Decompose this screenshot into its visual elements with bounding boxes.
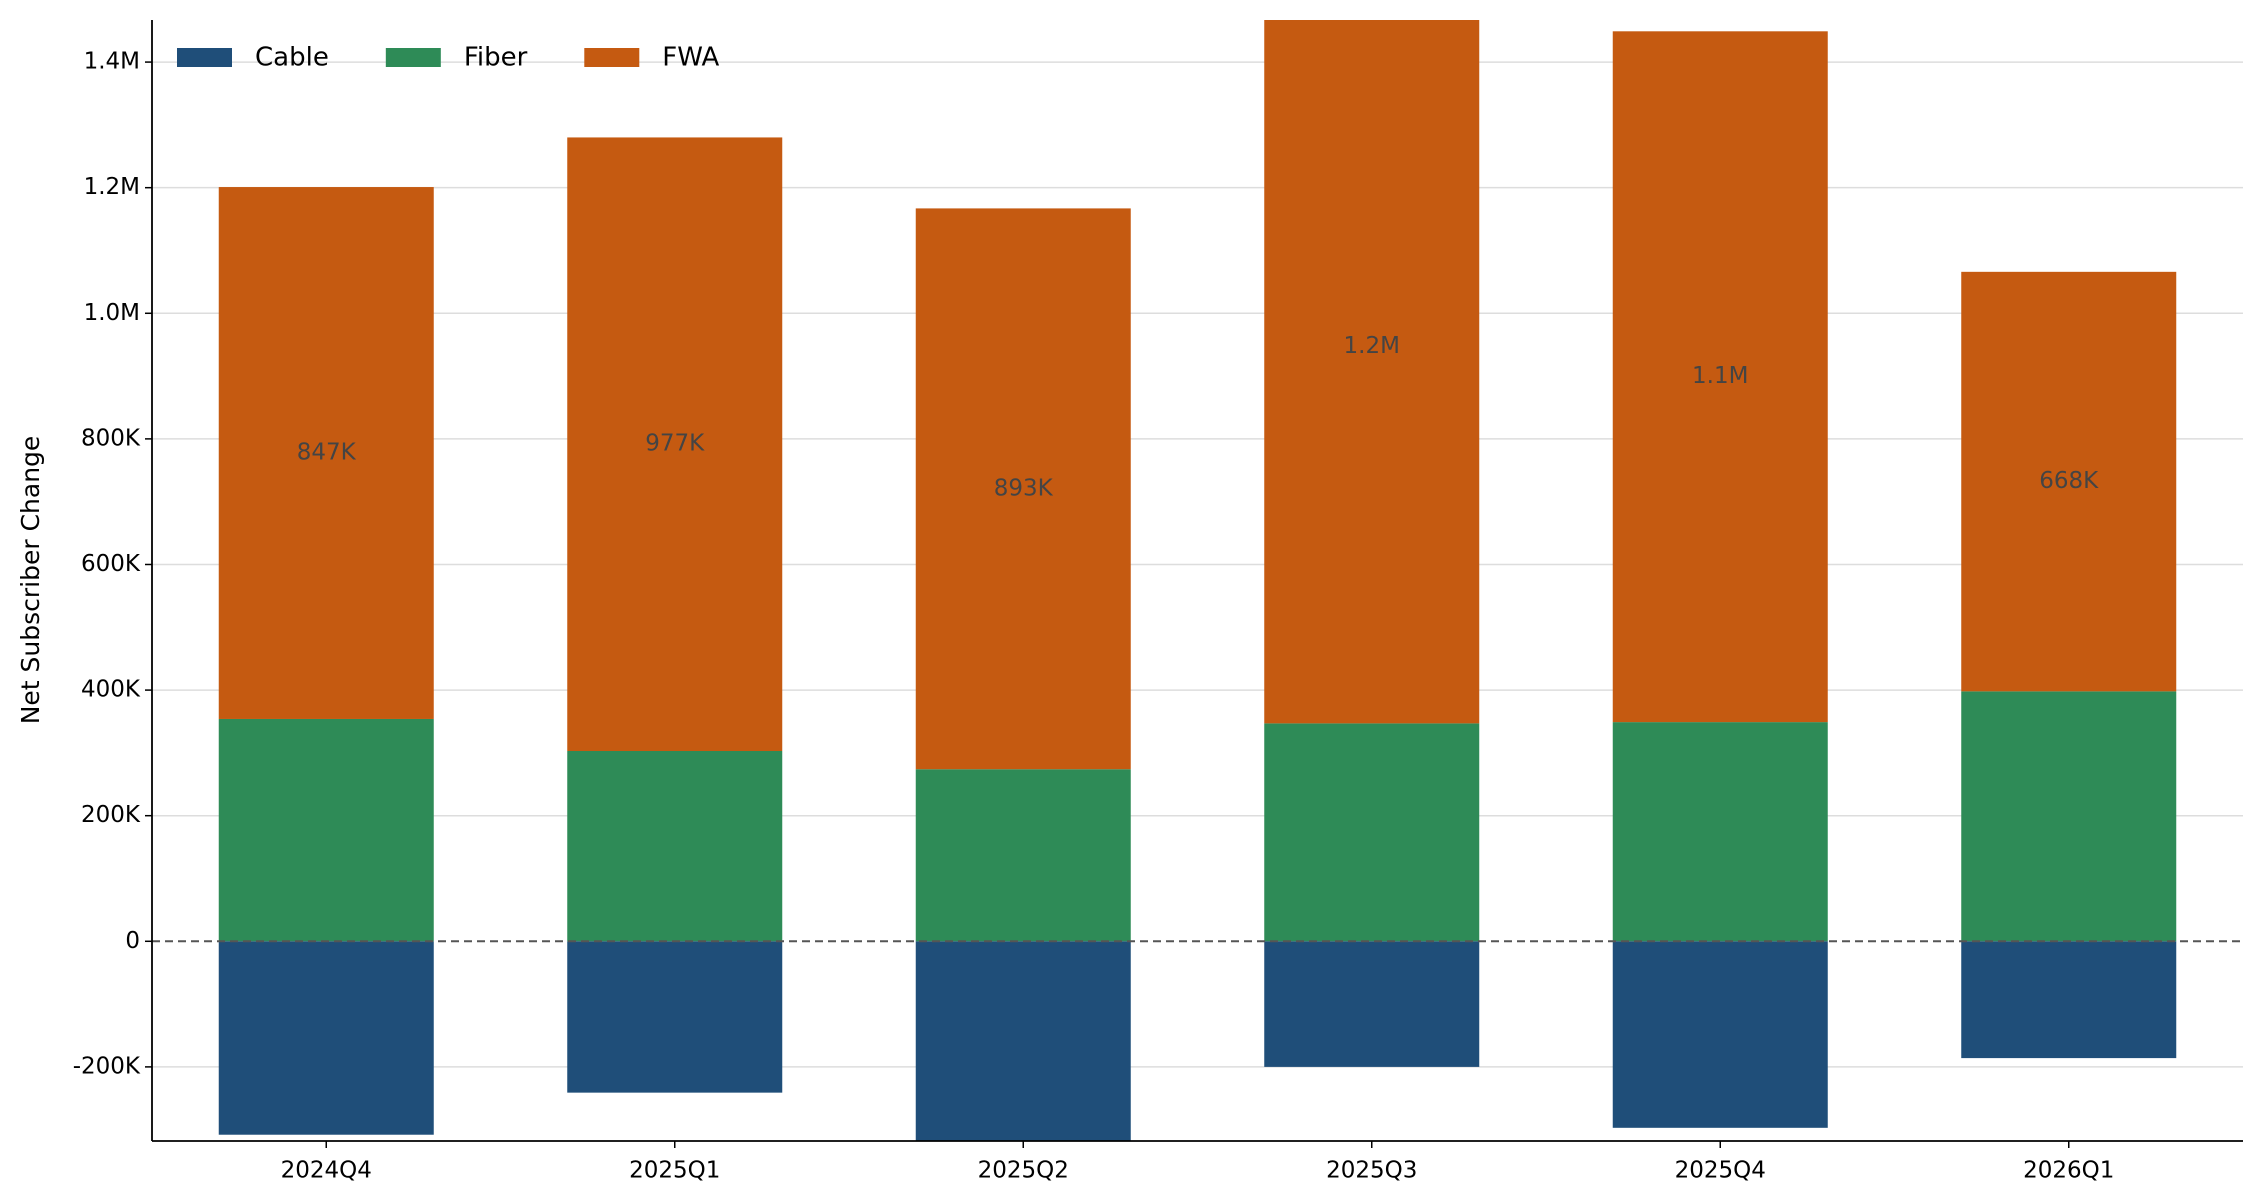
y-tick-label: 400K: [81, 677, 141, 703]
x-tick-label: 2026Q1: [2023, 1158, 2114, 1184]
x-tick-label: 2025Q1: [629, 1158, 720, 1184]
value-label: 893K: [994, 475, 1054, 501]
value-label: 847K: [297, 440, 357, 466]
legend-label: Cable: [255, 43, 329, 73]
bars: 847K 977K 893K 1.2M 1.1M 668K: [218, 20, 2177, 1141]
bar-segment: [1264, 941, 1480, 1067]
y-tick-label: -200K: [73, 1053, 141, 1079]
bar-segment: [1961, 271, 2177, 692]
legend-label: FWA: [662, 43, 719, 73]
x-tick-label: 2025Q3: [1326, 1158, 1417, 1184]
grid: [152, 61, 2243, 1068]
bar-segment: [915, 769, 1131, 942]
y-tick-label: 600K: [81, 551, 141, 577]
bar-segment: [1612, 722, 1828, 942]
x-tick-label: 2025Q2: [978, 1158, 1069, 1184]
y-tick-label: 1.4M: [84, 49, 140, 75]
value-label: 668K: [2039, 468, 2099, 494]
x-tick-label: 2024Q4: [281, 1158, 372, 1184]
y-tick-label: 0: [125, 928, 140, 954]
bar-segment: [218, 187, 434, 719]
bar-segment: [1612, 31, 1828, 723]
value-label: 1.2M: [1344, 333, 1400, 359]
bar-segment: [567, 941, 783, 1093]
legend-swatch: [177, 48, 232, 67]
bar-segment: [218, 941, 434, 1135]
value-label: 977K: [645, 431, 705, 457]
bar-segment: [1612, 941, 1828, 1128]
bar-segment: [1264, 723, 1480, 942]
legend-swatch: [385, 48, 441, 67]
y-axis-label: Net Subscriber Change: [16, 436, 45, 725]
overlay: -200K 0 200K 400K 600K 800K 1.0M 1.2M 1.4M 2024Q4…: [73, 20, 2243, 1184]
bar-segment: [567, 751, 783, 942]
bar-segment: [1264, 20, 1480, 724]
bar-segment: [1961, 941, 2177, 1059]
bar-segment: [218, 718, 434, 942]
bar-segment: [1961, 691, 2177, 942]
x-tick-label: 2025Q4: [1675, 1158, 1766, 1184]
y-tick-label: 1.2M: [84, 174, 140, 200]
legend-swatch: [584, 48, 640, 67]
y-tick-label: 1.0M: [84, 300, 140, 326]
bar-segment: [915, 941, 1131, 1141]
legend-label: Fiber: [464, 43, 528, 73]
y-tick-label: 200K: [81, 802, 141, 828]
bar-segment: [567, 137, 783, 752]
value-label: 1.1M: [1692, 363, 1748, 389]
y-tick-label: 800K: [81, 425, 141, 451]
bar-segment: [915, 208, 1131, 770]
